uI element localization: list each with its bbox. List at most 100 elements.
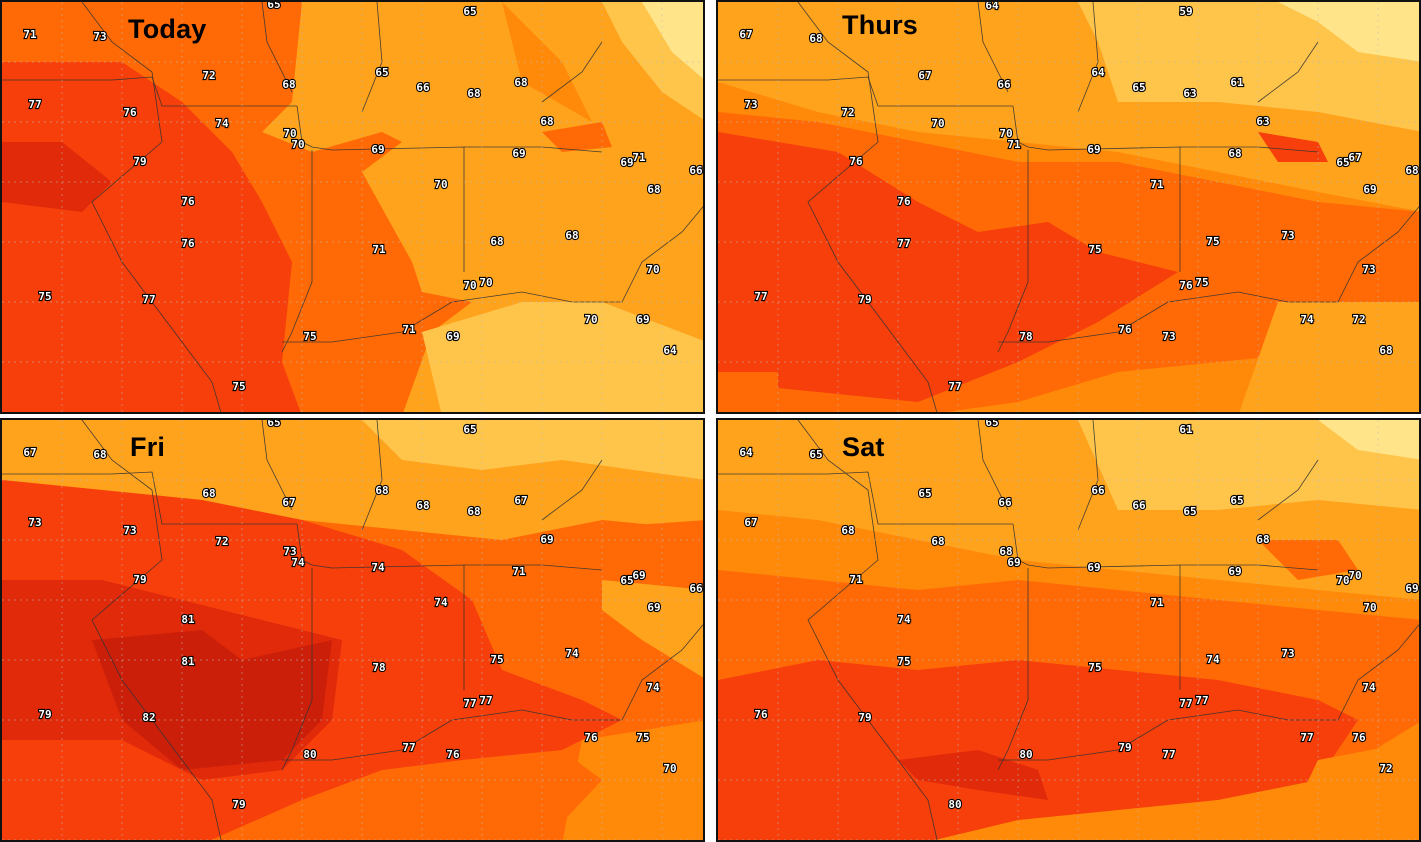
- temperature-label: 72: [1379, 762, 1392, 775]
- map-panel-today: 71 73 72 68 65 66 68 68 65 65 77 76 74 70 70 69 68 69 69 71…: [0, 0, 705, 414]
- temperature-label: 65: [1183, 505, 1196, 518]
- temperature-label: 68: [999, 545, 1012, 558]
- temperature-label: 65: [267, 2, 280, 11]
- temperature-label: 69: [636, 313, 649, 326]
- temperature-label: 67: [282, 496, 295, 509]
- temperature-label: 75: [303, 330, 316, 343]
- temperature-label: 72: [215, 535, 228, 548]
- temperature-label: 70: [646, 263, 659, 276]
- temperature-label: 71: [849, 573, 863, 586]
- temperature-label: 69: [371, 143, 384, 156]
- temperature-label: 76: [1352, 731, 1366, 744]
- temperature-label: 68: [540, 115, 553, 128]
- temperature-label: 65: [620, 574, 633, 587]
- temperature-label: 80: [1019, 748, 1032, 761]
- temperature-label: 65: [1336, 156, 1349, 169]
- panel-title-fri: Fri: [130, 432, 166, 462]
- temperature-label: 77: [948, 380, 961, 393]
- temperature-label: 71: [1150, 178, 1164, 191]
- temperature-label: 77: [402, 741, 415, 754]
- temperature-label: 73: [1281, 647, 1294, 660]
- temperature-label: 76: [123, 106, 137, 119]
- temperature-label: 70: [291, 138, 304, 151]
- temperature-label: 77: [1300, 731, 1313, 744]
- temperature-label: 70: [479, 276, 492, 289]
- temperature-label: 79: [133, 573, 146, 586]
- panel-title-today: Today: [128, 14, 207, 44]
- temperature-label: 70: [1363, 601, 1376, 614]
- temperature-label: 77: [897, 237, 910, 250]
- temperature-label: 66: [416, 81, 430, 94]
- temperature-label: 64: [663, 344, 677, 357]
- temperature-label: 65: [985, 420, 998, 429]
- temperature-label: 81: [181, 613, 195, 626]
- temperature-label: 80: [303, 748, 316, 761]
- temperature-label: 68: [841, 524, 854, 537]
- temperature-label: 75: [1206, 235, 1219, 248]
- temperature-label: 68: [467, 87, 480, 100]
- temperature-label: 59: [1179, 5, 1192, 18]
- temperature-label: 68: [565, 229, 578, 242]
- temperature-label: 74: [215, 117, 229, 130]
- temperature-label: 71: [402, 323, 416, 336]
- temperature-label: 69: [540, 533, 553, 546]
- temperature-label: 63: [1256, 115, 1269, 128]
- temperature-label: 65: [809, 448, 822, 461]
- temperature-label: 73: [744, 98, 757, 111]
- temperature-label: 66: [998, 496, 1012, 509]
- temperature-label: 75: [232, 380, 245, 393]
- temperature-label: 65: [463, 423, 476, 436]
- temperature-label: 70: [283, 127, 296, 140]
- temperature-label: 72: [1352, 313, 1365, 326]
- temperature-label: 68: [375, 484, 388, 497]
- temperature-label: 64: [739, 446, 753, 459]
- temperature-label: 65: [267, 420, 280, 429]
- temperature-label: 74: [434, 596, 448, 609]
- temperature-label: 68: [1228, 147, 1241, 160]
- temperature-label: 73: [1362, 263, 1375, 276]
- map-panel-fri: 67 68 65 65 68 67 68 68 68 67 73 73 72 73 74 74 69 71 65 69…: [0, 418, 705, 842]
- temperature-label: 64: [985, 2, 999, 12]
- temperature-label: 65: [375, 66, 388, 79]
- temperature-label: 79: [1118, 741, 1131, 754]
- temperature-label: 76: [584, 731, 598, 744]
- temperature-label: 75: [490, 653, 503, 666]
- temperature-label: 69: [647, 601, 660, 614]
- temperature-label: 71: [1007, 138, 1021, 151]
- temperature-label: 79: [858, 711, 871, 724]
- temperature-label: 61: [1179, 423, 1193, 436]
- temperature-label: 76: [849, 155, 863, 168]
- temperature-label: 67: [744, 516, 757, 529]
- temperature-label: 66: [689, 164, 703, 177]
- temperature-label: 77: [142, 293, 155, 306]
- temperature-label: 61: [1230, 76, 1244, 89]
- temperature-label: 75: [636, 731, 649, 744]
- temperature-label: 68: [1379, 344, 1392, 357]
- temperature-label: 79: [133, 155, 146, 168]
- temperature-label: 70: [931, 117, 944, 130]
- temperature-label: 74: [1362, 681, 1376, 694]
- temperature-label: 75: [1088, 661, 1101, 674]
- temperature-label: 72: [841, 106, 854, 119]
- temperature-label: 68: [467, 505, 480, 518]
- temperature-label: 69: [1087, 561, 1100, 574]
- temperature-label: 67: [918, 69, 931, 82]
- temperature-label: 70: [463, 279, 476, 292]
- temperature-label: 79: [38, 708, 51, 721]
- temperature-label: 65: [1230, 494, 1243, 507]
- temperature-label: 70: [999, 127, 1012, 140]
- temperature-label: 76: [181, 237, 195, 250]
- temperature-label: 76: [754, 708, 768, 721]
- temperature-label: 74: [291, 556, 305, 569]
- temperature-label: 70: [663, 762, 676, 775]
- temperature-label: 81: [181, 655, 195, 668]
- temperature-label: 76: [181, 195, 195, 208]
- temperature-label: 69: [1405, 582, 1418, 595]
- temperature-label: 72: [202, 69, 215, 82]
- temperature-label: 68: [490, 235, 503, 248]
- temperature-label: 78: [1019, 330, 1032, 343]
- temperature-label: 80: [948, 798, 961, 811]
- temperature-label: 74: [1300, 313, 1314, 326]
